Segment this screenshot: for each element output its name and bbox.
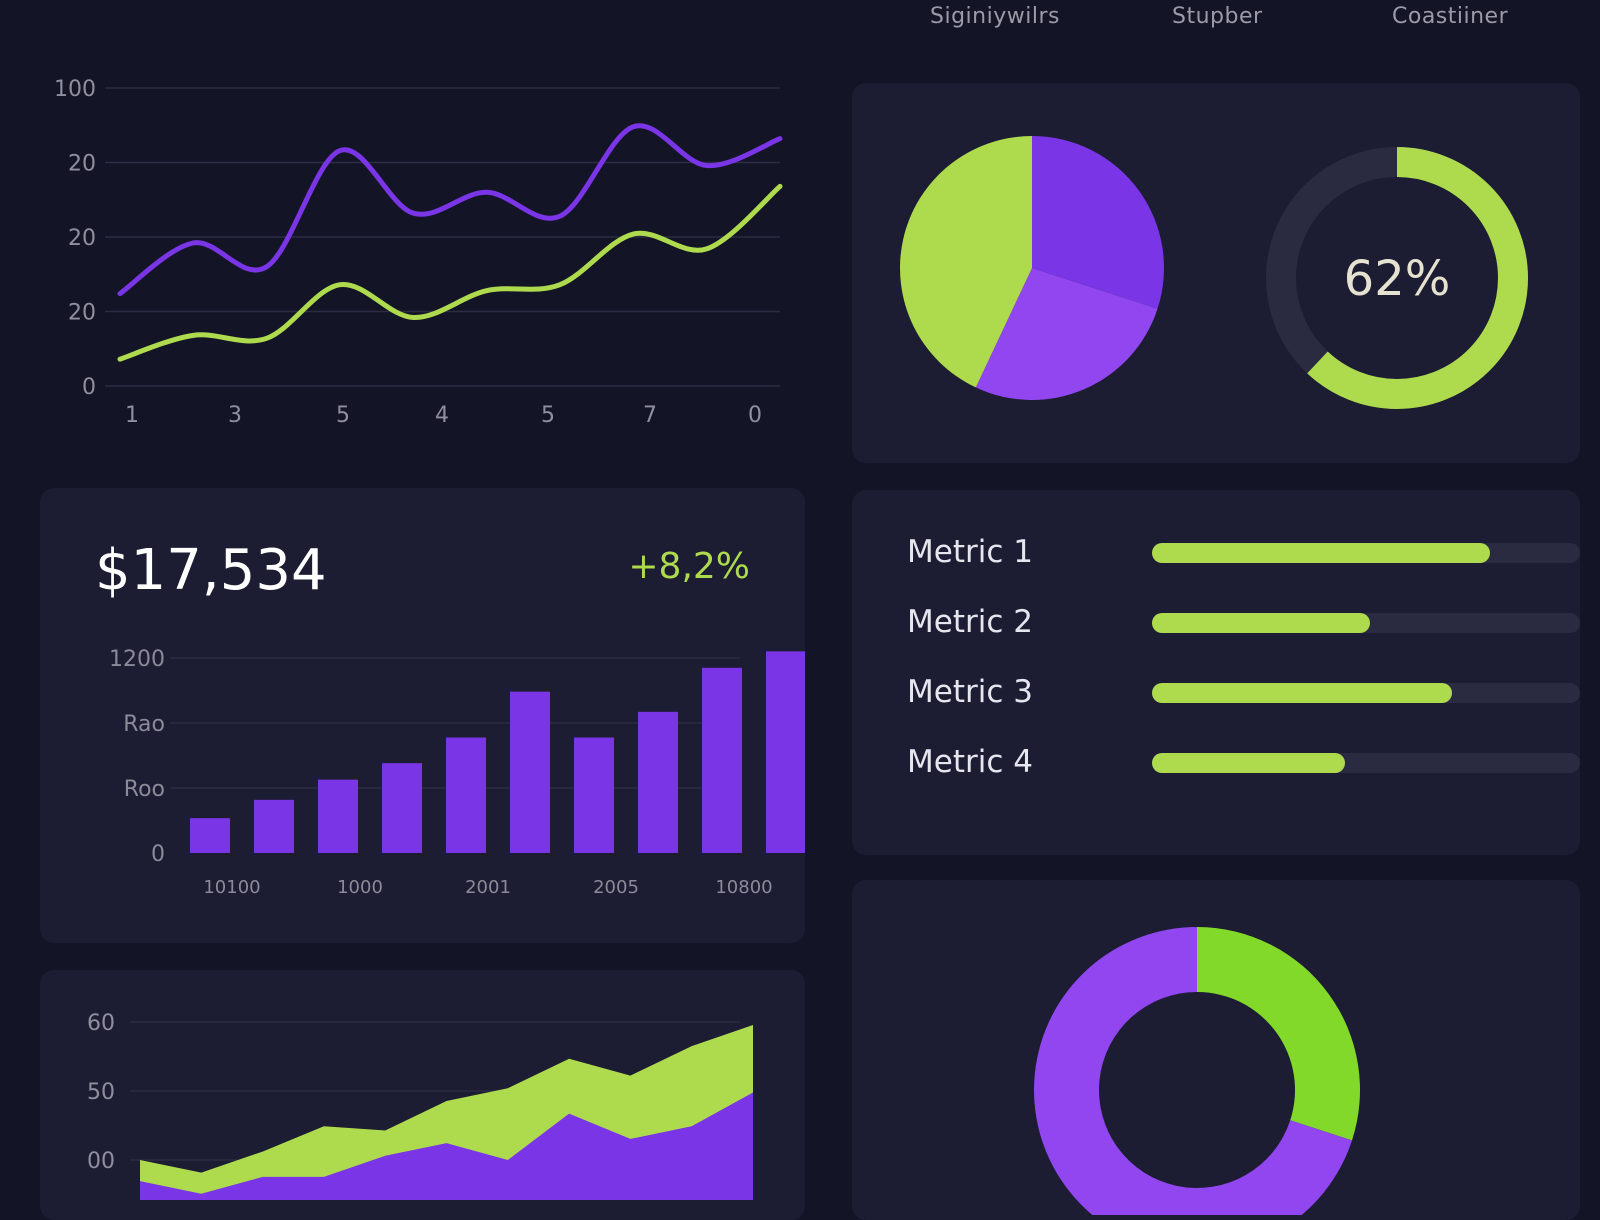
metric-label: Metric 3 [907, 674, 1033, 710]
kpi-value: $17,534 [95, 538, 327, 603]
pie-slice [900, 136, 1032, 388]
metrics-card: Metric 1 Metric 2 Metric 3 Metric 4 [852, 490, 1580, 855]
line-y-tick: 20 [68, 226, 96, 251]
area-y-tick: 00 [87, 1149, 115, 1174]
bar-y-tick: 0 [151, 842, 165, 867]
line-x-tick: 0 [748, 403, 762, 428]
bar [446, 737, 486, 853]
bar-x-tick: 2005 [593, 877, 639, 898]
bar-x-tick: 10100 [203, 877, 260, 898]
bar [574, 737, 614, 853]
tab-siginiywilrs[interactable]: Siginiywilrs [930, 4, 1060, 29]
donut-slice [1197, 927, 1360, 1141]
progress-ring-label: 62% [1344, 251, 1451, 307]
bar [638, 711, 678, 853]
progress-ring: 62% [1266, 147, 1528, 409]
pie-chart [900, 136, 1164, 400]
line-y-tick: 20 [68, 152, 96, 177]
metric-bar-track [1152, 543, 1580, 563]
metric-row: Metric 2 [907, 602, 1580, 642]
donut-card [852, 880, 1580, 1220]
area-chart: 60 50 00 [87, 1011, 753, 1200]
metric-bar-fill [1152, 683, 1452, 703]
metric-label: Metric 1 [907, 534, 1033, 570]
bar [318, 779, 358, 853]
bar [254, 799, 294, 853]
line-x-tick: 7 [643, 403, 657, 428]
metric-bar-fill [1152, 753, 1345, 773]
line-chart: 100 20 20 20 0 1 3 5 4 5 7 0 [54, 77, 783, 428]
donut-chart [1034, 927, 1360, 1215]
line-x-tick: 3 [228, 403, 242, 428]
metric-bar-track [1152, 753, 1580, 773]
bar [702, 667, 742, 853]
bar-x-tick: 2001 [465, 877, 511, 898]
revenue-card: $17,534 +8,2% 1200 Rao Roo 0 10100 1000 2001 20… [40, 488, 805, 943]
progress-ring-fill [1266, 147, 1528, 409]
bar-y-tick: Roo [124, 777, 165, 802]
metric-row: Metric 4 [907, 742, 1580, 782]
metric-bar-track [1152, 683, 1580, 703]
tab-coastiiner[interactable]: Coastiiner [1392, 4, 1509, 29]
metric-bar-track [1152, 613, 1580, 633]
area-y-tick: 60 [87, 1011, 115, 1036]
metric-label: Metric 4 [907, 744, 1033, 780]
bar-y-tick: 1200 [109, 647, 165, 672]
line-x-tick: 5 [541, 403, 555, 428]
line-series-1 [117, 123, 783, 297]
area-y-tick: 50 [87, 1080, 115, 1105]
line-y-tick: 100 [54, 77, 96, 102]
area-series-1 [140, 1092, 753, 1200]
metric-row: Metric 1 [907, 532, 1580, 572]
bar-y-tick: Rao [123, 712, 165, 737]
bar [382, 763, 422, 853]
pie-card: 62% [852, 83, 1580, 463]
donut-slice [1034, 927, 1353, 1215]
line-series-2 [117, 183, 783, 362]
pie-slice [1032, 136, 1164, 309]
tab-stupber[interactable]: Stupber [1172, 4, 1263, 29]
bar [766, 651, 805, 853]
bar [190, 818, 230, 853]
line-x-tick: 1 [125, 403, 139, 428]
bar-x-tick: 10800 [715, 877, 772, 898]
metric-label: Metric 2 [907, 604, 1033, 640]
metric-bar-fill [1152, 613, 1371, 633]
kpi-change: +8,2% [628, 546, 750, 587]
bar [510, 691, 550, 853]
pie-slice [975, 268, 1158, 400]
bar-x-tick: 1000 [337, 877, 383, 898]
bar-chart: 1200 Rao Roo 0 10100 1000 2001 2005 10800 [109, 647, 805, 898]
line-x-tick: 5 [336, 403, 350, 428]
line-x-tick: 4 [435, 403, 449, 428]
metric-row: Metric 3 [907, 672, 1580, 712]
line-y-tick: 0 [82, 375, 96, 400]
line-y-tick: 20 [68, 301, 96, 326]
metric-bar-fill [1152, 543, 1491, 563]
area-card: 60 50 00 [40, 970, 805, 1220]
